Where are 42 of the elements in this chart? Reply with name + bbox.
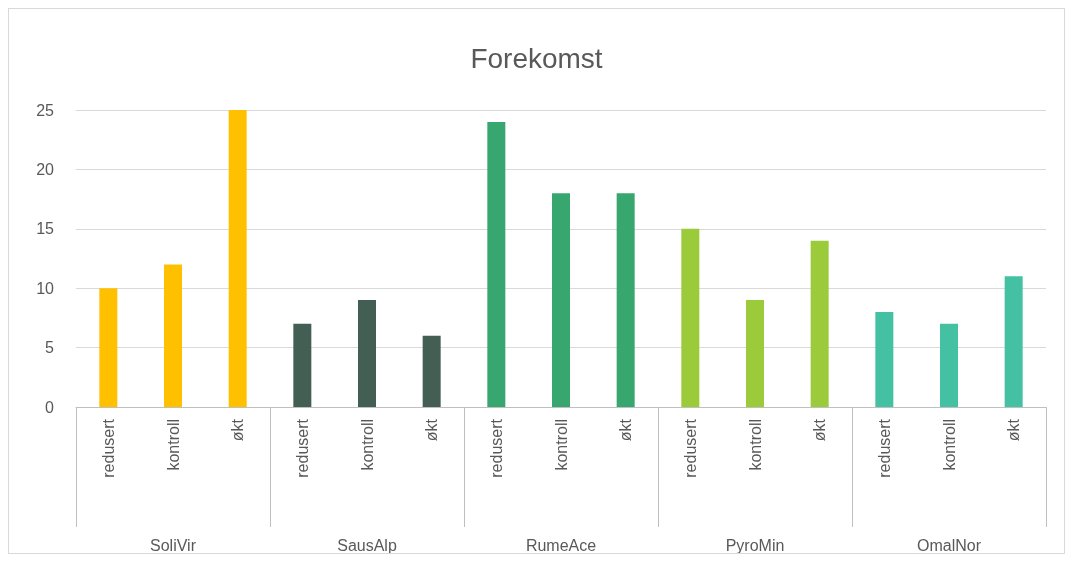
x-tick-label: økt	[617, 418, 635, 442]
bar	[875, 311, 894, 407]
y-tick-label: 5	[45, 339, 55, 357]
x-tick-label: redusert	[293, 418, 311, 478]
x-tick-label: økt	[423, 418, 441, 442]
x-tick-label: økt	[811, 418, 829, 442]
x-tick-label: kontroll	[164, 419, 182, 471]
x-tick-label: økt	[1005, 418, 1023, 442]
text: SausAlp	[337, 536, 397, 554]
chart-title: Forekomst	[470, 42, 603, 74]
y-tick-label: 15	[36, 220, 55, 238]
x-tick-label: redusert	[487, 418, 505, 478]
y-tick-label: 10	[36, 279, 55, 297]
bar	[293, 323, 312, 407]
bar	[99, 288, 118, 407]
bar	[164, 264, 182, 407]
bar	[1004, 276, 1023, 407]
bar	[422, 335, 441, 407]
x-tick-label: kontroll	[358, 419, 376, 471]
x-tick-label: kontroll	[552, 419, 570, 471]
y-tick-label: 0	[45, 398, 55, 416]
bar	[746, 300, 764, 407]
text: PyroMin	[725, 536, 785, 554]
text: RumeAce	[525, 536, 597, 554]
x-tick-label: kontroll	[940, 419, 958, 471]
x-tick-label: kontroll	[746, 419, 764, 471]
x-tick-label: redusert	[875, 418, 893, 478]
x-tick-label: økt	[229, 418, 247, 442]
text: SoliVir	[150, 536, 197, 554]
x-tick-label: redusert	[99, 418, 117, 478]
bar	[358, 300, 376, 407]
bar	[552, 193, 570, 407]
y-tick-label: 25	[36, 101, 55, 119]
bar	[810, 240, 829, 407]
text: OmalNor	[916, 536, 982, 554]
bar	[681, 228, 700, 407]
bar	[940, 323, 958, 407]
x-tick-label: redusert	[681, 418, 699, 478]
y-tick-label: 20	[36, 160, 55, 178]
bar	[487, 121, 506, 407]
bar	[616, 193, 635, 407]
bar	[228, 110, 247, 407]
